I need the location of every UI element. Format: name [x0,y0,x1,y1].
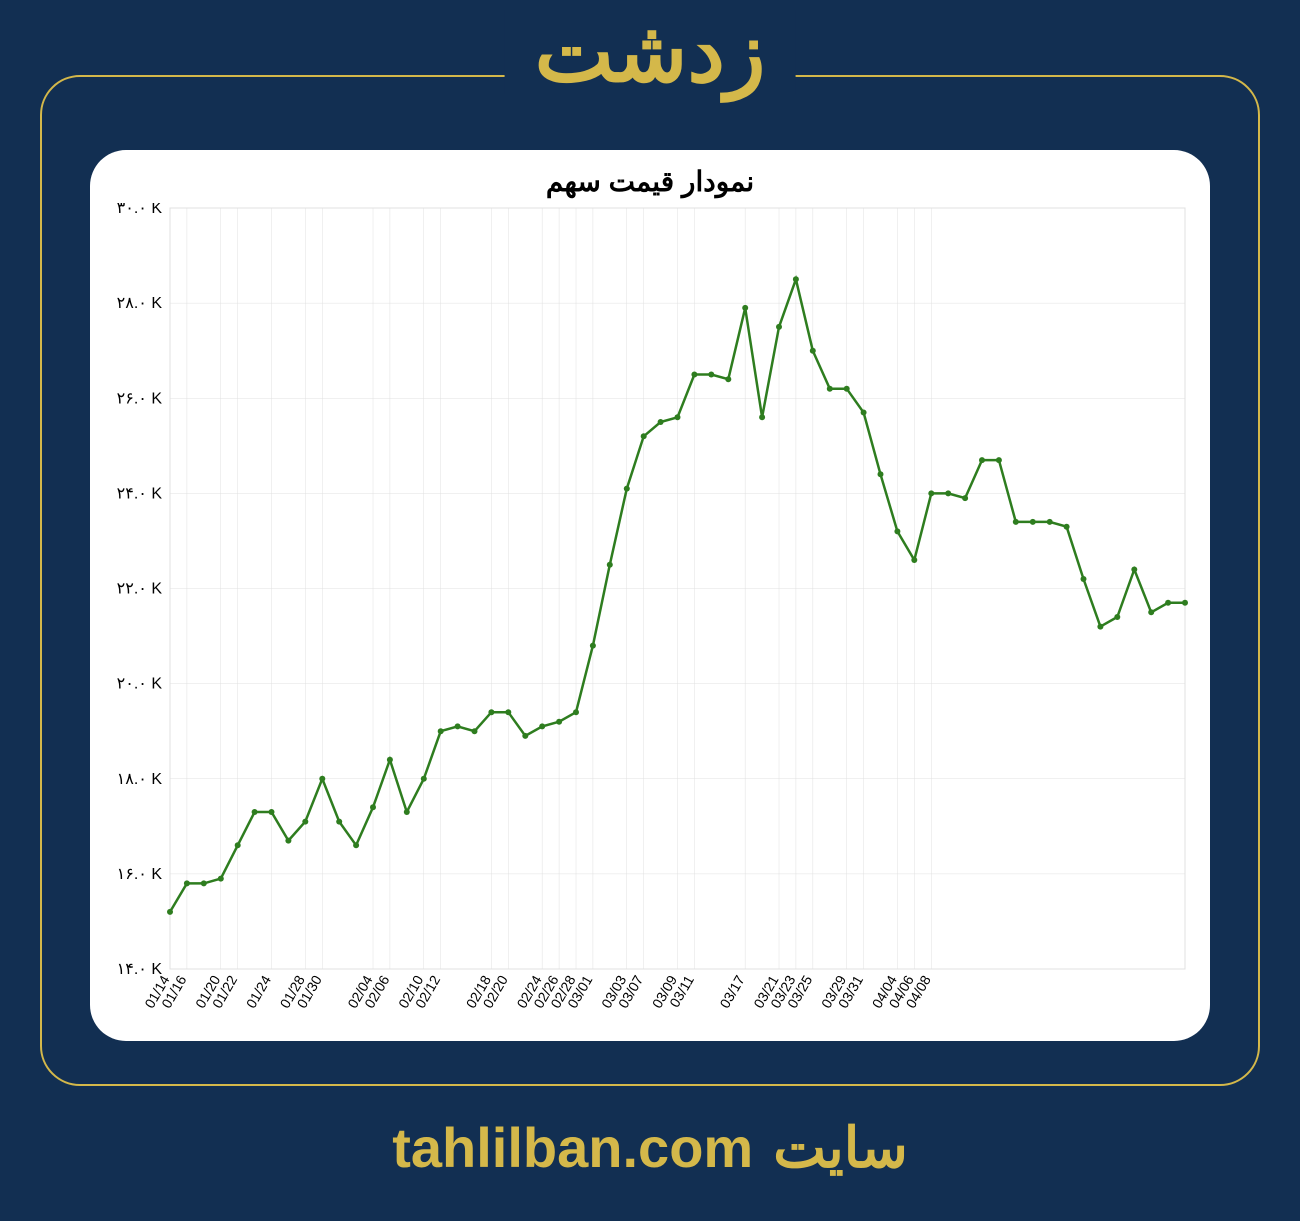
footer: سایت tahlilban.com [392,1115,908,1181]
chart-area: ۱۴.۰ K ۱۶.۰ K ۱۸.۰ K ۲۰.۰ K ۲۲.۰ K ۲۴.۰ K ۲۶.۰… [105,203,1195,1024]
svg-text:۳۰.۰ K: ۳۰.۰ K [117,203,163,217]
footer-url: tahlilban.com [392,1115,753,1180]
svg-text:۱۶.۰ K: ۱۶.۰ K [117,866,163,883]
svg-text:۲۶.۰ K: ۲۶.۰ K [117,390,163,407]
svg-text:۱۸.۰ K: ۱۸.۰ K [117,771,163,788]
price-line-chart: ۱۴.۰ K ۱۶.۰ K ۱۸.۰ K ۲۰.۰ K ۲۲.۰ K ۲۴.۰ K ۲۶.۰… [105,203,1195,1024]
page-header-title: زدشت [505,10,796,94]
svg-text:۱۴.۰ K: ۱۴.۰ K [117,961,163,978]
chart-card: نمودار قیمت سهم ۱۴.۰ K ۱۶.۰ K ۱۸.۰ K ۲۰.۰ K… [90,150,1210,1041]
svg-text:01/24: 01/24 [243,972,274,1011]
svg-text:۲۰.۰ K: ۲۰.۰ K [117,676,163,693]
svg-text:۲۸.۰ K: ۲۸.۰ K [117,295,163,312]
footer-site-label: سایت [773,1115,908,1181]
svg-text:03/17: 03/17 [716,972,747,1011]
chart-title: نمودار قیمت سهم [105,165,1195,198]
svg-text:۲۴.۰ K: ۲۴.۰ K [117,485,163,502]
svg-text:۲۲.۰ K: ۲۲.۰ K [117,581,163,598]
